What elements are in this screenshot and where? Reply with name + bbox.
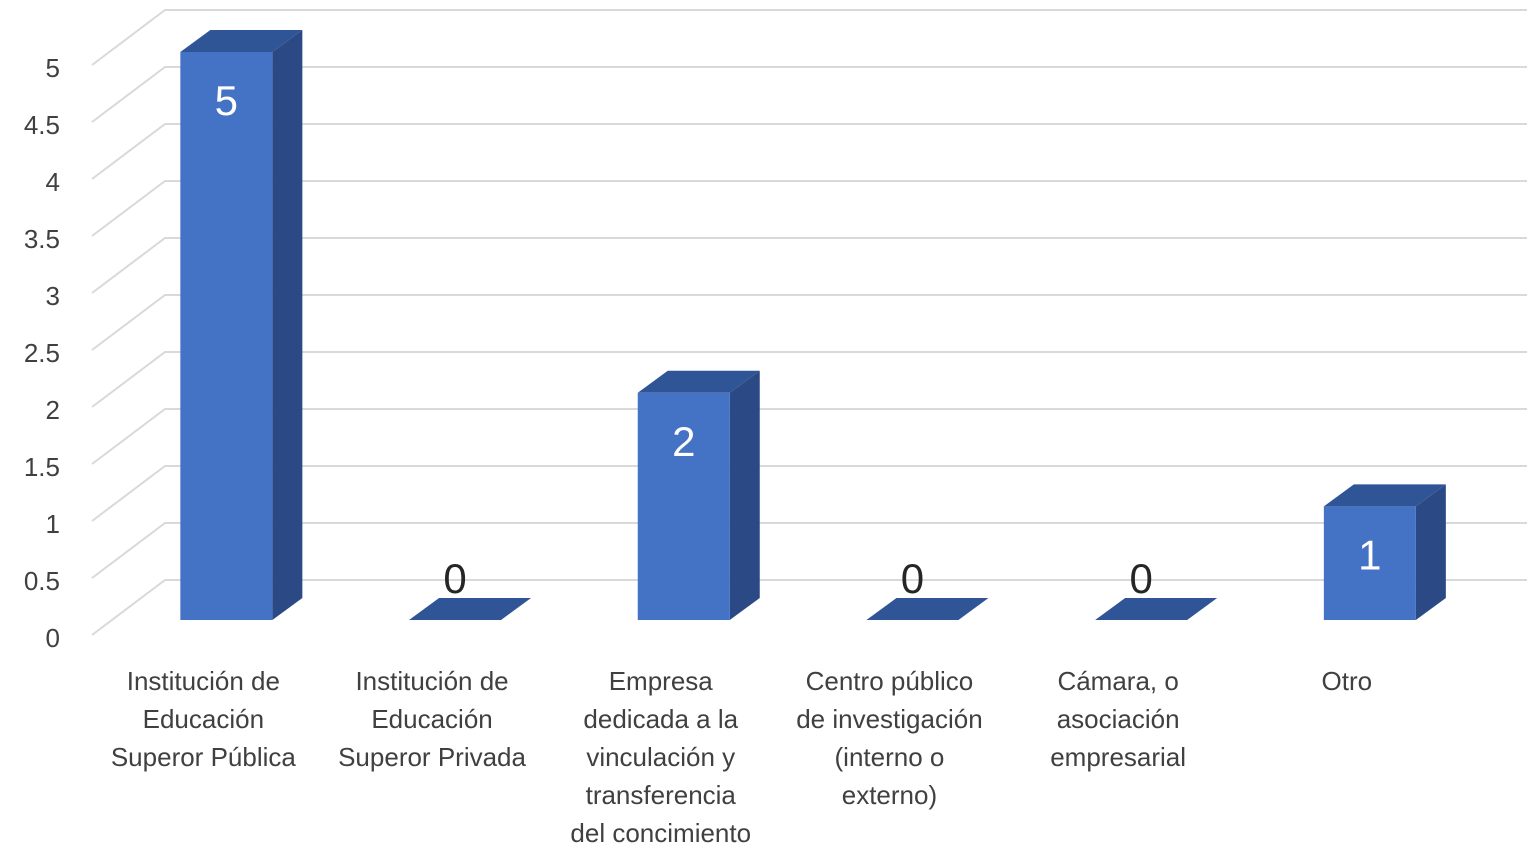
grid-line	[91, 294, 1527, 351]
bar-front	[180, 52, 273, 620]
bar	[180, 30, 303, 620]
grid-line	[91, 123, 1527, 180]
y-tick-label: 1	[46, 509, 60, 539]
bar	[409, 598, 532, 620]
grid-line	[91, 180, 1527, 237]
x-tick-label: Otro	[1321, 666, 1373, 696]
bar-side	[272, 30, 303, 620]
y-tick-label: 5	[46, 53, 60, 83]
bar-top	[409, 598, 532, 620]
y-tick-label: 2.5	[24, 338, 60, 368]
bar-top	[1095, 598, 1218, 620]
bar-side	[729, 370, 760, 620]
y-tick-label: 4	[46, 167, 60, 197]
data-label: 5	[215, 77, 238, 124]
y-tick-label: 2	[46, 395, 60, 425]
bar-side	[1415, 484, 1446, 620]
data-label: 0	[901, 555, 924, 602]
grid-line	[91, 66, 1527, 123]
x-tick-label: Empresa dedicada a la vinculación y tran…	[570, 666, 752, 848]
y-tick-label: 3	[46, 281, 60, 311]
y-tick-label: 1.5	[24, 452, 60, 482]
grid-line	[91, 408, 1527, 465]
grid-line	[91, 579, 1527, 636]
bar-front	[637, 392, 730, 620]
grid-line	[91, 237, 1527, 294]
bar	[1323, 484, 1446, 620]
x-tick-label: Institución de Educación Superor Privada	[338, 666, 526, 772]
bar-front	[1323, 506, 1416, 620]
y-tick-label: 3.5	[24, 224, 60, 254]
data-label: 2	[672, 418, 695, 465]
grid-line	[91, 9, 1527, 66]
bar-top	[1323, 484, 1446, 507]
data-label: 0	[443, 555, 466, 602]
x-tick-label: Centro público de investigación (interno…	[796, 666, 983, 810]
bar	[1095, 598, 1218, 620]
bar-top	[866, 598, 989, 620]
y-tick-label: 0.5	[24, 566, 60, 596]
grid-line	[91, 522, 1527, 579]
grid-line	[91, 351, 1527, 408]
bar	[866, 598, 989, 620]
x-tick-label: Cámara, o asociación empresarial	[1050, 666, 1187, 772]
bar	[637, 370, 760, 620]
y-tick-label: 0	[46, 623, 60, 653]
y-tick-label: 4.5	[24, 110, 60, 140]
data-label: 0	[1129, 555, 1152, 602]
bar-top	[180, 30, 303, 52]
bar-top	[637, 370, 760, 393]
data-label: 1	[1358, 531, 1381, 578]
x-tick-label: Institución de Educación Superor Pública	[110, 666, 296, 772]
grid-line	[91, 465, 1527, 522]
